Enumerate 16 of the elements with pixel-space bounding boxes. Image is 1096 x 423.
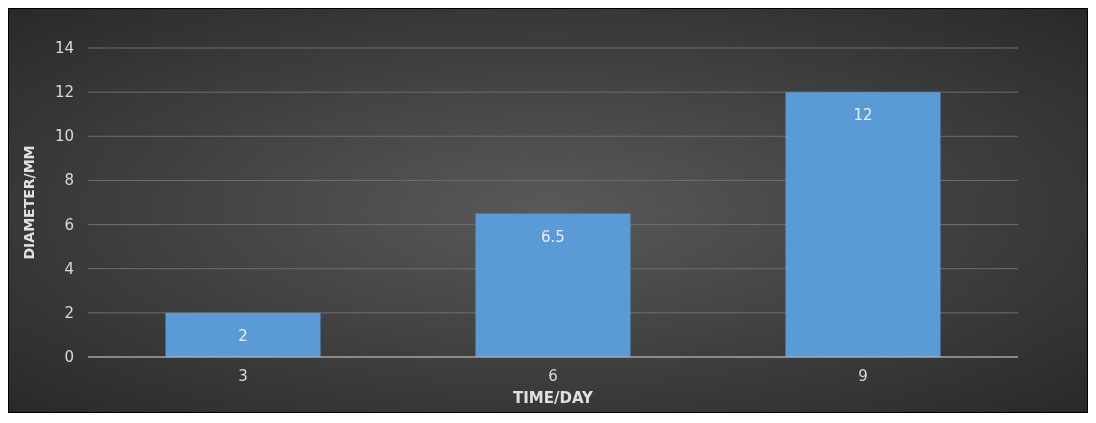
x-tick-label: 9 <box>858 367 868 385</box>
x-axis-title: TIME/DAY <box>513 389 595 407</box>
y-tick-label: 12 <box>54 83 74 102</box>
data-label: 2 <box>238 326 248 345</box>
y-tick-label: 10 <box>54 127 74 146</box>
x-tick-label: 3 <box>238 367 248 385</box>
y-tick-label: 6 <box>64 215 74 234</box>
y-axis-title: DIAMETER/MM <box>21 145 37 260</box>
y-tick-label: 0 <box>64 348 74 366</box>
y-tick-label: 4 <box>64 259 74 278</box>
y-tick-label: 14 <box>54 39 74 57</box>
x-tick-label: 6 <box>548 367 558 385</box>
data-label: 12 <box>853 106 873 125</box>
y-tick-label: 2 <box>64 303 74 322</box>
y-tick-label: 8 <box>64 171 74 190</box>
data-label: 6.5 <box>541 227 565 246</box>
